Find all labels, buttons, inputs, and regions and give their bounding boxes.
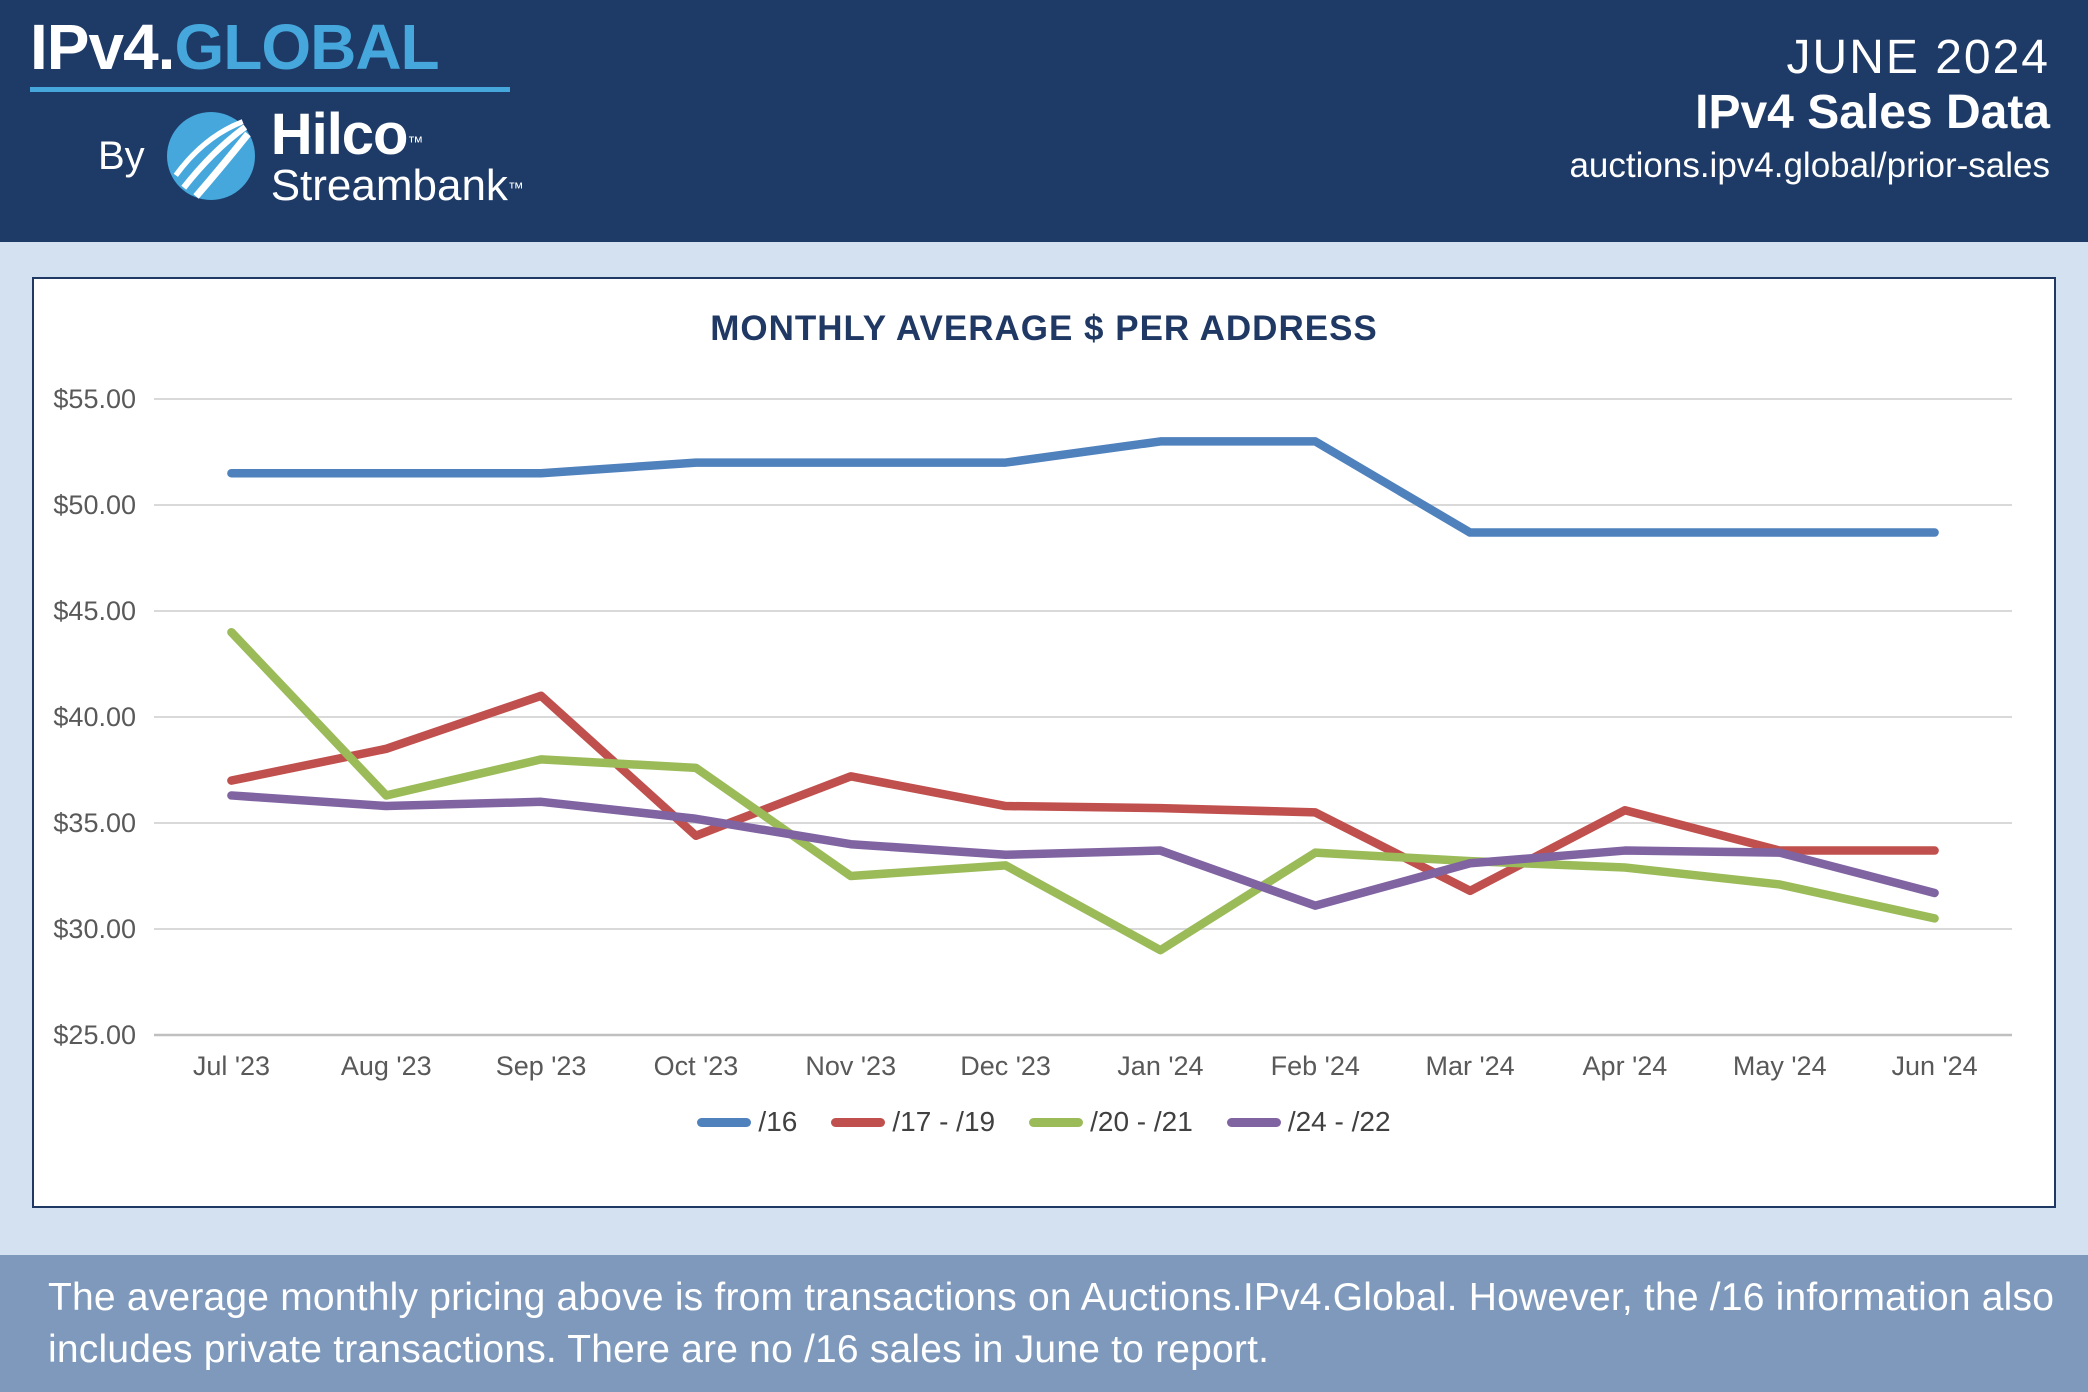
chart-legend: /16/17 - /19/20 - /21/24 - /22	[34, 1106, 2054, 1138]
ipv4-global-logo: IPv4.GLOBAL By Hilco™ Streambank™	[30, 11, 524, 208]
partner-name-tm: ™	[407, 134, 424, 152]
x-tick-label: Oct '23	[654, 1051, 739, 1081]
date-label: JUNE 2024	[1786, 31, 2050, 84]
x-tick-label: Feb '24	[1271, 1051, 1360, 1081]
series-line--16	[227, 437, 1939, 537]
legend-swatch-icon	[697, 1117, 752, 1127]
footer-line-1: The average monthly pricing above is fro…	[48, 1276, 2055, 1320]
byline: By Hilco™ Streambank™	[98, 106, 524, 208]
series-line--20-21	[227, 627, 1939, 955]
x-tick-label: Apr '24	[1583, 1051, 1668, 1081]
partner-sub-name: Streambank	[270, 161, 508, 211]
hilco-globe-icon	[166, 112, 255, 201]
chart-area: $25.00 $30.00 $35.00 $40.00 $45.00 $50.00 $55.…	[34, 359, 2054, 1104]
legend-item: /20 - /21	[1029, 1106, 1193, 1138]
legend-label: /17 - /19	[892, 1106, 996, 1137]
series-line--17-19	[227, 691, 1939, 896]
brand-wordmark: IPv4.GLOBAL	[30, 11, 524, 83]
x-tick-label: Jul '23	[193, 1051, 270, 1081]
y-tick-label: $40.00	[53, 702, 136, 732]
legend-swatch-icon	[1029, 1117, 1084, 1127]
by-label: By	[98, 134, 145, 179]
legend-label: /20 - /21	[1090, 1106, 1193, 1137]
partner-sub-tm: ™	[507, 180, 524, 198]
footer-note: The average monthly pricing above is fro…	[0, 1255, 2088, 1392]
brand-primary: IPv4.	[30, 11, 175, 83]
header: IPv4.GLOBAL By Hilco™ Streambank™ JUNE 2…	[0, 0, 2088, 242]
report-title: IPv4 Sales Data	[1695, 86, 2050, 140]
partner-name: Hilco	[270, 102, 409, 168]
x-tick-label: May '24	[1733, 1051, 1827, 1081]
partner-wordmark: Hilco™ Streambank™	[271, 106, 524, 208]
brand-underline	[30, 87, 510, 93]
legend-swatch-icon	[831, 1117, 886, 1127]
legend-item: /16	[697, 1106, 797, 1138]
legend-label: /24 - /22	[1287, 1106, 1391, 1137]
x-tick-label: Mar '24	[1425, 1051, 1514, 1081]
x-tick-label: Dec '23	[960, 1051, 1051, 1081]
y-tick-label: $45.00	[53, 596, 136, 626]
chart-title: MONTHLY AVERAGE $ PER ADDRESS	[710, 309, 1378, 348]
series-line--24-22	[227, 791, 1939, 910]
y-tick-label: $55.00	[53, 384, 136, 414]
footer-line-2: includes private transactions. There are…	[48, 1327, 1270, 1371]
chart-panel: MONTHLY AVERAGE $ PER ADDRESS $25.00 $30.…	[32, 277, 2056, 1208]
header-right: JUNE 2024 IPv4 Sales Data auctions.ipv4.…	[1569, 30, 2050, 193]
y-tick-label: $30.00	[53, 914, 136, 944]
x-tick-label: Jun '24	[1891, 1051, 1977, 1081]
y-tick-label: $35.00	[53, 808, 136, 838]
x-tick-label: Nov '23	[805, 1051, 896, 1081]
x-tick-label: Sep '23	[496, 1051, 587, 1081]
brand-secondary: GLOBAL	[174, 11, 439, 83]
y-tick-label: $50.00	[53, 490, 136, 520]
legend-label: /16	[758, 1106, 798, 1137]
y-tick-label: $25.00	[53, 1020, 136, 1050]
legend-item: /17 - /19	[831, 1106, 995, 1138]
x-tick-label: Jan '24	[1117, 1051, 1203, 1081]
line-chart: $25.00 $30.00 $35.00 $40.00 $45.00 $50.00 $55.…	[53, 384, 2012, 1081]
x-tick-label: Aug '23	[341, 1051, 432, 1081]
legend-item: /24 - /22	[1226, 1106, 1391, 1138]
report-url: auctions.ipv4.global/prior-sales	[1569, 146, 2050, 186]
legend-swatch-icon	[1226, 1117, 1281, 1127]
